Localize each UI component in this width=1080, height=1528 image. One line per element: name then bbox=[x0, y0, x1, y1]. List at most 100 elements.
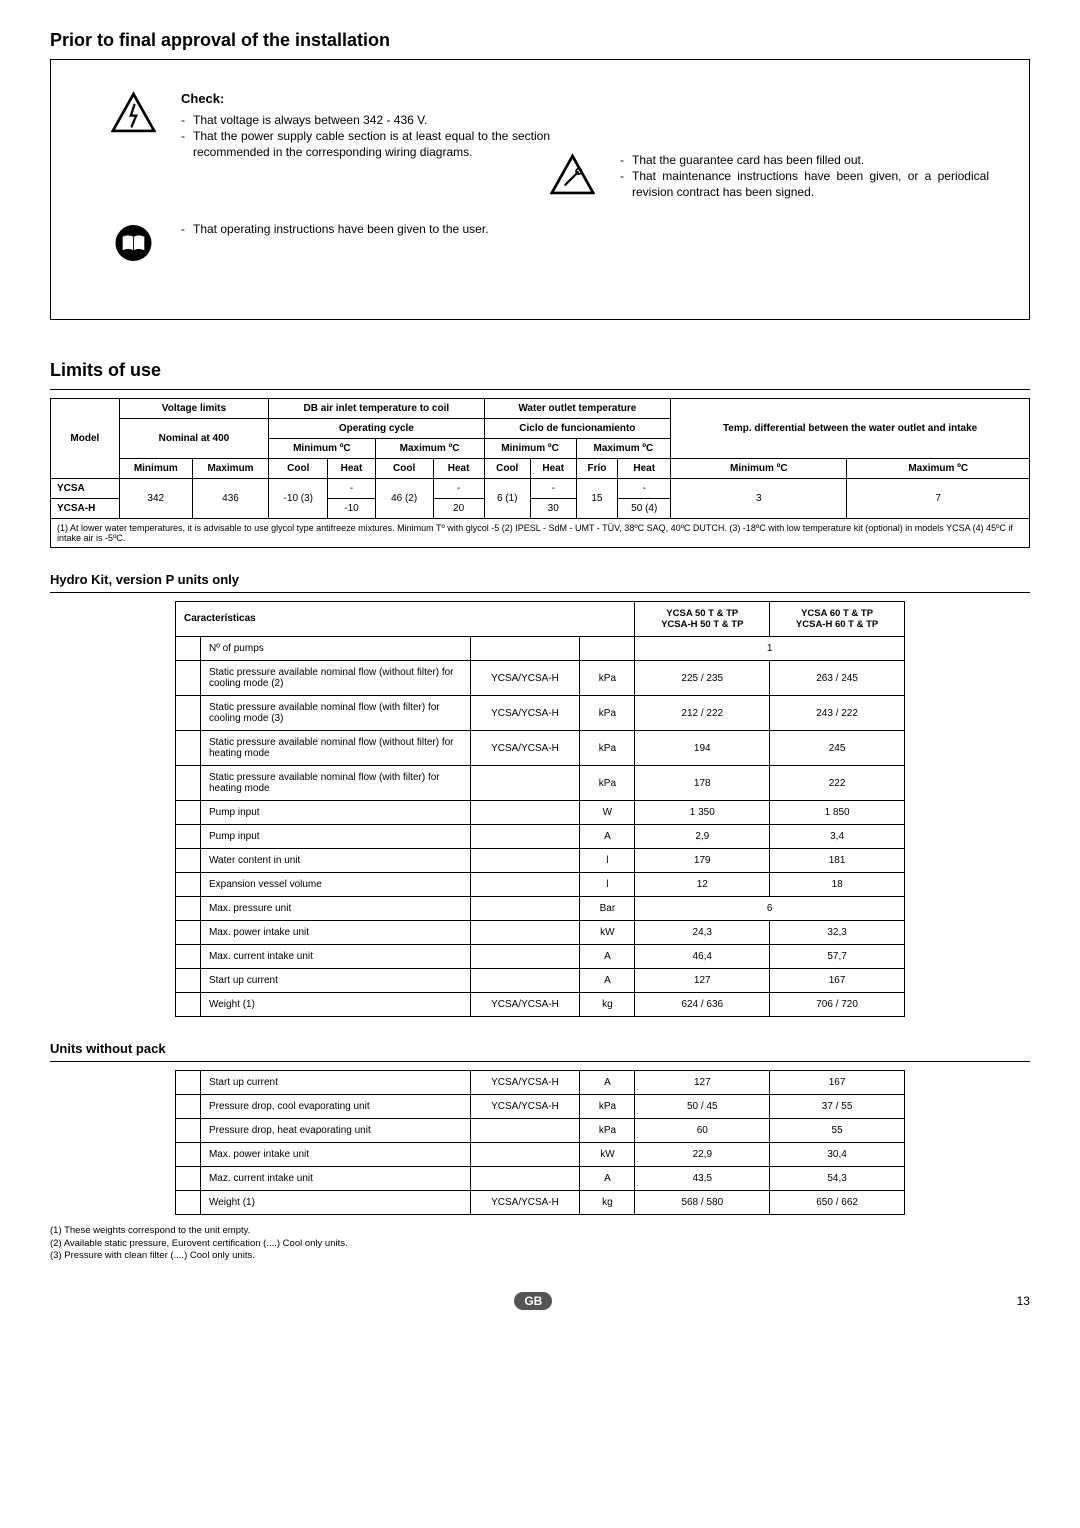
spacer-cell bbox=[176, 921, 201, 945]
row-value-50: 127 bbox=[635, 1071, 770, 1095]
col-tempmin: Minimum ºC bbox=[671, 458, 847, 478]
row-label: Pump input bbox=[200, 801, 470, 825]
col-cool-1: Cool bbox=[269, 458, 328, 478]
cell: 3 bbox=[671, 478, 847, 518]
row-unit: kPa bbox=[580, 766, 635, 801]
row-value-50: 46,4 bbox=[635, 945, 770, 969]
row-value-60: 650 / 662 bbox=[770, 1191, 905, 1215]
row-unit: A bbox=[580, 1071, 635, 1095]
check-list-1b: That operating instructions have been gi… bbox=[181, 221, 550, 237]
row-label: Max. current intake unit bbox=[200, 945, 470, 969]
row-value-60: 245 bbox=[770, 731, 905, 766]
footnotes: (1) These weights correspond to the unit… bbox=[50, 1225, 1030, 1262]
table-row: Static pressure available nominal flow (… bbox=[176, 731, 905, 766]
row-value-60: 55 bbox=[770, 1119, 905, 1143]
row-value-60: 18 bbox=[770, 873, 905, 897]
spacer-cell bbox=[176, 1167, 201, 1191]
check-list-2a: That the guarantee card has been filled … bbox=[620, 152, 989, 201]
row-sub bbox=[470, 1143, 580, 1167]
row-label: Start up current bbox=[200, 1071, 470, 1095]
row-value-50: 179 bbox=[635, 849, 770, 873]
row-value-50: 24,3 bbox=[635, 921, 770, 945]
check-item: That voltage is always between 342 - 436… bbox=[181, 112, 550, 128]
spacer-cell bbox=[176, 696, 201, 731]
col-opcycle: Operating cycle bbox=[269, 418, 484, 438]
col-minc-2: Minimum ºC bbox=[484, 438, 576, 458]
row-unit: kW bbox=[580, 1143, 635, 1167]
row-unit: kPa bbox=[580, 696, 635, 731]
row-sub: YCSA/YCSA-H bbox=[470, 1071, 580, 1095]
col-tempdiff: Temp. differential between the water out… bbox=[671, 398, 1030, 458]
row-unit: kPa bbox=[580, 1095, 635, 1119]
row-value-50: 1 350 bbox=[635, 801, 770, 825]
row-label: Weight (1) bbox=[200, 1191, 470, 1215]
row-sub bbox=[470, 1167, 580, 1191]
spacer-cell bbox=[176, 661, 201, 696]
check-item: That the guarantee card has been filled … bbox=[620, 152, 989, 168]
row-label: Pressure drop, cool evaporating unit bbox=[200, 1095, 470, 1119]
row-sub: YCSA/YCSA-H bbox=[470, 1191, 580, 1215]
row-value-60: 222 bbox=[770, 766, 905, 801]
col-tempmax: Maximum ºC bbox=[847, 458, 1030, 478]
row-sub bbox=[470, 921, 580, 945]
divider bbox=[50, 389, 1030, 390]
row-value: 6 bbox=[635, 897, 905, 921]
col-cool-3: Cool bbox=[484, 458, 530, 478]
check-heading: Check: bbox=[181, 90, 550, 108]
row-unit: kPa bbox=[580, 661, 635, 696]
table-row: Nº of pumps1 bbox=[176, 637, 905, 661]
footnote-line: (2) Available static pressure, Eurovent … bbox=[50, 1238, 1030, 1250]
row-label: Nº of pumps bbox=[200, 637, 470, 661]
col-voltage: Voltage limits bbox=[119, 398, 268, 418]
col-min: Minimum bbox=[119, 458, 192, 478]
row-label: Start up current bbox=[200, 969, 470, 993]
row-unit: l bbox=[580, 849, 635, 873]
col-ciclo: Ciclo de funcionamiento bbox=[484, 418, 671, 438]
page-number: 13 bbox=[1017, 1294, 1030, 1308]
row-value-50: 225 / 235 bbox=[635, 661, 770, 696]
table-row: Pump inputW1 3501 850 bbox=[176, 801, 905, 825]
cell: 7 bbox=[847, 478, 1030, 518]
row-label: Static pressure available nominal flow (… bbox=[200, 766, 470, 801]
check-frame: Check: That voltage is always between 34… bbox=[50, 59, 1030, 320]
col-heat-1: Heat bbox=[328, 458, 375, 478]
row-sub bbox=[470, 945, 580, 969]
table-row: Max. current intake unitA46,457,7 bbox=[176, 945, 905, 969]
spacer-cell bbox=[176, 825, 201, 849]
row-value-60: 30,4 bbox=[770, 1143, 905, 1167]
spacer-cell bbox=[176, 1143, 201, 1167]
check-block-warranty: That the guarantee card has been filled … bbox=[550, 152, 989, 201]
spacer-cell bbox=[176, 969, 201, 993]
col-heat-4: Heat bbox=[618, 458, 671, 478]
limits-table: Model Voltage limits DB air inlet temper… bbox=[50, 398, 1030, 548]
row-value-60: 263 / 245 bbox=[770, 661, 905, 696]
row-label: Water content in unit bbox=[200, 849, 470, 873]
row-label: Expansion vessel volume bbox=[200, 873, 470, 897]
col-water: Water outlet temperature bbox=[484, 398, 671, 418]
cell: - bbox=[433, 478, 484, 498]
row-label: Static pressure available nominal flow (… bbox=[200, 731, 470, 766]
row-label: Maz. current intake unit bbox=[200, 1167, 470, 1191]
gb-badge: GB bbox=[514, 1292, 552, 1310]
col-max: Maximum bbox=[192, 458, 268, 478]
row-sub bbox=[470, 766, 580, 801]
service-icon bbox=[550, 152, 600, 200]
row-unit bbox=[580, 637, 635, 661]
table-row: Max. power intake unitkW22,930,4 bbox=[176, 1143, 905, 1167]
row-value-50: 178 bbox=[635, 766, 770, 801]
row-value-50: 2,9 bbox=[635, 825, 770, 849]
spacer-cell bbox=[176, 945, 201, 969]
row-unit: l bbox=[580, 873, 635, 897]
row-sub bbox=[470, 1119, 580, 1143]
col-heat-3: Heat bbox=[530, 458, 576, 478]
cell: 436 bbox=[192, 478, 268, 518]
divider bbox=[50, 1061, 1030, 1062]
row-value-60: 243 / 222 bbox=[770, 696, 905, 731]
cell: 50 (4) bbox=[618, 498, 671, 518]
row-unit: A bbox=[580, 1167, 635, 1191]
note-text: (1) At lower water temperatures, it is a… bbox=[51, 518, 1030, 547]
row-sub bbox=[470, 801, 580, 825]
row-unit: kg bbox=[580, 1191, 635, 1215]
row-sub bbox=[470, 849, 580, 873]
check-item: That operating instructions have been gi… bbox=[181, 221, 550, 237]
